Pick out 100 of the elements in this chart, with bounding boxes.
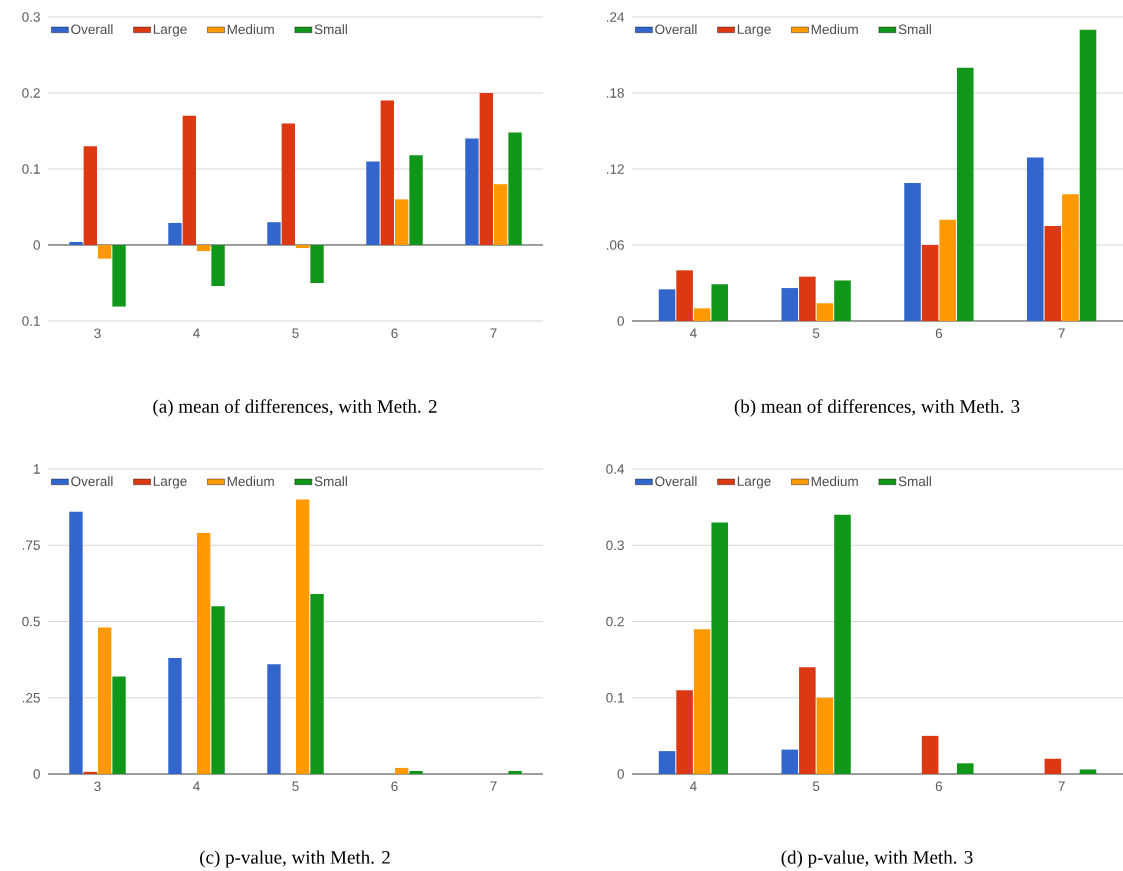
- x-tick-label: 7: [490, 328, 497, 338]
- y-tick-label: .24: [606, 12, 625, 22]
- bar: [834, 514, 851, 774]
- bar: [921, 735, 939, 774]
- x-tick-label: 4: [689, 328, 697, 338]
- bar: [658, 289, 676, 321]
- bar: [1079, 29, 1097, 321]
- bar: [479, 92, 493, 245]
- bar: [1027, 157, 1044, 321]
- bar: [781, 288, 799, 321]
- x-tick-label: 5: [812, 328, 820, 338]
- y-tick-label: .18: [606, 88, 624, 98]
- legend-label: Overall: [71, 24, 113, 35]
- x-tick-label: 7: [490, 781, 497, 791]
- bar: [83, 771, 97, 774]
- bar: [395, 767, 409, 774]
- bar: [1079, 769, 1097, 774]
- bar: [395, 199, 409, 245]
- x-tick-label: 3: [94, 781, 101, 792]
- bar: [267, 664, 281, 774]
- legend-label: Medium: [227, 24, 274, 35]
- y-tick-label: 0: [617, 769, 624, 779]
- y-tick-label: 0.4: [606, 464, 625, 474]
- y-tick-label: 0.1: [22, 164, 40, 174]
- legend-label: Large: [153, 476, 187, 489]
- legend-label: Large: [737, 476, 771, 489]
- text: (b) mean of differences, with Meth. 3: [734, 399, 1020, 417]
- bar: [310, 594, 324, 774]
- x-tick-label: 5: [812, 781, 820, 791]
- text: (c) p-value, with Meth. 2: [200, 850, 390, 868]
- y-tick-label: 0.5: [22, 616, 40, 627]
- bar: [310, 244, 324, 283]
- x-tick-label: 6: [391, 781, 398, 792]
- y-tick-label: .06: [606, 240, 624, 250]
- bar: [956, 67, 974, 321]
- bar: [182, 115, 196, 245]
- x-tick-label: 4: [193, 328, 200, 338]
- bar: [658, 751, 676, 774]
- bar: [494, 184, 508, 245]
- y-tick-label: 0.1: [22, 316, 40, 326]
- bar: [1044, 225, 1062, 321]
- x-tick-label: 3: [94, 328, 101, 339]
- legend-label: Medium: [811, 24, 858, 35]
- legend-label: Medium: [811, 476, 858, 487]
- x-tick-label: 5: [292, 781, 299, 791]
- bar: [904, 182, 921, 321]
- bar: [112, 676, 126, 774]
- bar: [168, 222, 182, 245]
- y-tick-label: 0: [617, 316, 624, 326]
- x-tick-label: 7: [1058, 328, 1065, 338]
- bar: [211, 244, 225, 287]
- legend-label: Overall: [655, 24, 697, 35]
- bar: [69, 241, 83, 245]
- bar: [508, 132, 522, 245]
- bar: [711, 284, 729, 321]
- legend-label: Large: [153, 24, 187, 37]
- x-tick-label: 6: [935, 328, 943, 339]
- text: (d) p-value, with Meth. 3: [781, 850, 973, 868]
- bar: [296, 499, 310, 774]
- bar: [816, 697, 834, 774]
- x-tick-label: 7: [1058, 781, 1065, 791]
- y-tick-label: .12: [606, 164, 624, 174]
- y-tick-label: 0.2: [606, 616, 624, 627]
- legend-label: Small: [314, 24, 347, 35]
- y-tick-label: 0: [33, 240, 40, 250]
- y-tick-label: .75: [22, 540, 40, 550]
- bar: [956, 763, 974, 774]
- bar: [939, 219, 956, 321]
- y-tick-label: 0: [33, 769, 40, 779]
- legend-label: Small: [314, 476, 347, 487]
- bar: [693, 629, 711, 774]
- bar: [508, 770, 522, 774]
- bar: [211, 606, 225, 774]
- x-tick-label: 6: [391, 328, 398, 339]
- legend-label: Medium: [227, 476, 274, 487]
- y-tick-label: 0.1: [606, 692, 624, 703]
- bar: [281, 123, 295, 245]
- bar: [921, 244, 939, 321]
- bar: [834, 280, 851, 321]
- bar: [112, 244, 126, 307]
- bar: [366, 161, 380, 245]
- bar: [711, 522, 729, 774]
- legend-label: Small: [898, 24, 931, 35]
- bar: [799, 667, 816, 774]
- bar: [781, 749, 799, 774]
- bar: [267, 222, 281, 245]
- legend-label: Overall: [71, 476, 113, 487]
- bar: [168, 658, 182, 774]
- bar: [1044, 758, 1062, 774]
- y-tick-label: .25: [22, 692, 40, 703]
- legend-label: Small: [898, 476, 931, 487]
- y-tick-label: 0.3: [606, 540, 624, 551]
- bar: [98, 627, 112, 774]
- bar: [676, 270, 693, 321]
- bar: [409, 770, 423, 774]
- x-tick-label: 6: [935, 781, 943, 792]
- bar: [197, 533, 211, 774]
- legend-label: Large: [737, 24, 771, 37]
- x-tick-label: 4: [689, 781, 697, 791]
- bar: [799, 276, 816, 321]
